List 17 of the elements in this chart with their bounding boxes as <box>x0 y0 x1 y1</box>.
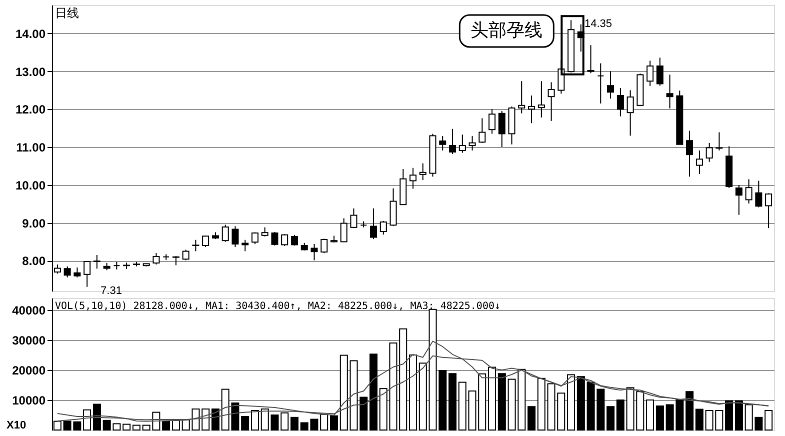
y-tick-label: 11.00 <box>16 140 46 155</box>
y-tick-label: 20000 <box>12 364 46 378</box>
y-tick-label: 10.00 <box>15 178 46 192</box>
chart-title: 日线 <box>55 6 79 20</box>
y-tick-label: 13.00 <box>15 64 46 79</box>
y-tick-label: 10000 <box>12 394 46 408</box>
y-tick-label: 12.00 <box>15 102 46 117</box>
annotation: 头部孕线 <box>470 20 543 41</box>
y-tick-label: 8.00 <box>22 254 46 268</box>
annotation: 14.35 <box>584 18 612 30</box>
y-tick-label: 9.00 <box>22 216 46 230</box>
annotation: 7.31 <box>100 284 122 297</box>
y-tick-label: 30000 <box>12 334 46 348</box>
y-tick-label: 14.00 <box>15 26 46 41</box>
annotation: VOL(5,10,10) 28128.000↓, MA1: 30430.400↑, MA2: 48225.000↓, MA3: 48225.000↓ <box>55 301 501 312</box>
y-axis-title: X10 <box>6 420 26 432</box>
y-tick-label: 40000 <box>12 304 46 318</box>
